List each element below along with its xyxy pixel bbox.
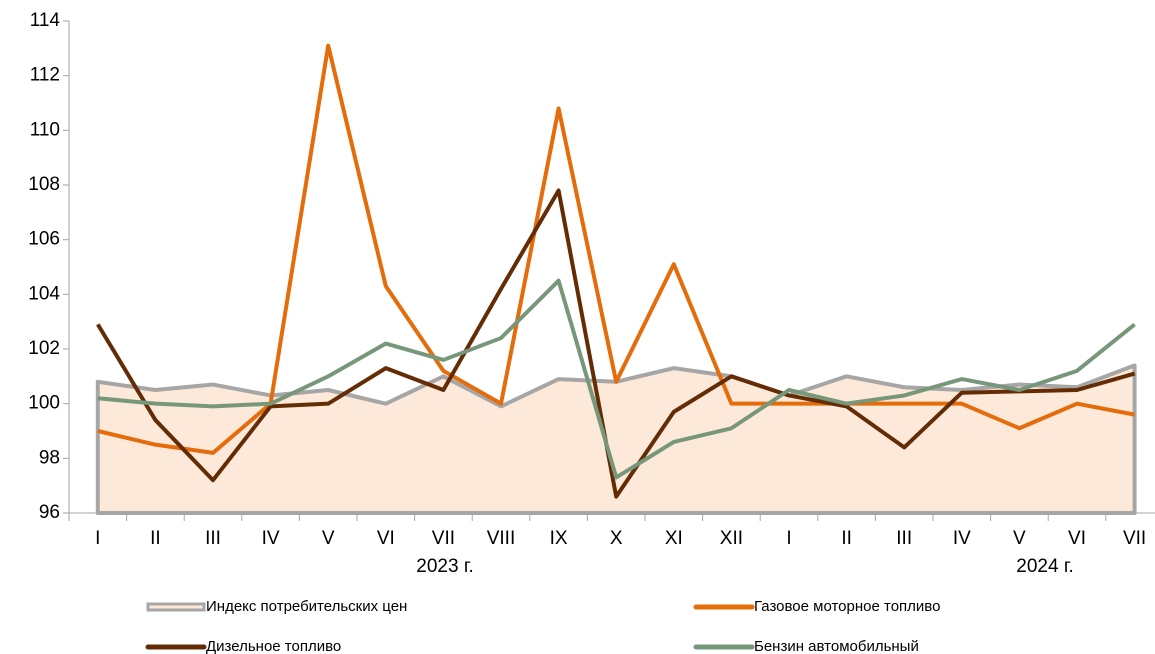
x-tick-label: VI — [1068, 528, 1086, 549]
y-tick-label: 104 — [28, 283, 60, 304]
y-tick-label: 96 — [39, 502, 60, 523]
y-tick-label: 114 — [30, 10, 61, 31]
x-tick-label: VII — [432, 528, 455, 549]
x-tick-label: III — [896, 528, 912, 549]
legend-item: Газовое моторное топливо — [693, 598, 940, 615]
x-tick-label: II — [150, 528, 161, 549]
y-tick-label: 112 — [30, 65, 60, 86]
year-label: 2024 г. — [1016, 556, 1073, 577]
legend-label: Бензин автомобильный — [754, 638, 919, 654]
legend-item: Индекс потребительских цен — [146, 598, 407, 615]
x-tick-label: VI — [377, 528, 395, 549]
x-tick-label: X — [610, 528, 623, 549]
legend-swatch — [146, 602, 206, 612]
x-tick-label: II — [841, 528, 852, 549]
y-tick-label: 106 — [28, 229, 60, 250]
x-tick-label: VII — [1123, 528, 1146, 549]
legend-label: Дизельное топливо — [206, 638, 341, 654]
y-tick-label: 102 — [28, 338, 60, 359]
x-tick-label: III — [205, 528, 221, 549]
x-tick-label: IX — [550, 528, 568, 549]
x-tick-label: V — [1013, 528, 1026, 549]
legend-label: Газовое моторное топливо — [754, 598, 940, 615]
year-label: 2023 г. — [416, 556, 473, 577]
x-tick-label: XII — [720, 528, 743, 549]
x-tick-label: IV — [262, 528, 280, 549]
x-tick-label: I — [786, 528, 791, 549]
line — [96, 188, 1136, 499]
line — [97, 278, 1136, 480]
legend-item: Бензин автомобильный — [693, 638, 919, 654]
x-tick-label: XI — [665, 528, 683, 549]
x-tick-label: IV — [953, 528, 971, 549]
x-tick-label: VIII — [487, 528, 516, 549]
legend-label: Индекс потребительских цен — [206, 598, 407, 615]
x-tick-label: I — [95, 528, 100, 549]
y-tick-label: 108 — [28, 174, 60, 195]
x-tick-label: V — [322, 528, 335, 549]
y-tick-label: 110 — [30, 119, 60, 140]
legend-item: Дизельное топливо — [145, 638, 341, 654]
y-tick-label: 100 — [28, 393, 60, 414]
y-tick-label: 98 — [39, 447, 60, 468]
